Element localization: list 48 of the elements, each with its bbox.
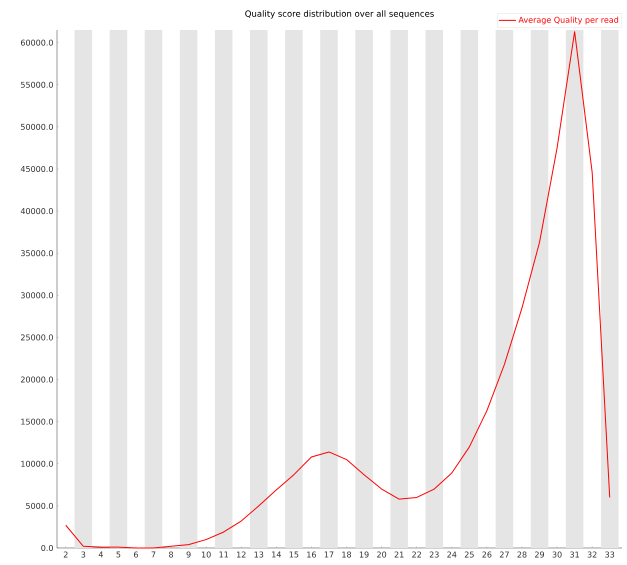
legend-label: Average Quality per read xyxy=(518,16,618,24)
x-tick-label: 6 xyxy=(134,552,138,558)
x-tick-label: 26 xyxy=(482,552,492,558)
x-tick-label: 19 xyxy=(360,552,369,558)
x-tick-label: 12 xyxy=(237,552,246,558)
y-tick-label: 10000.0 xyxy=(21,460,53,467)
y-tick-label: 15000.0 xyxy=(21,418,53,425)
y-tick-label: 0.0 xyxy=(41,544,53,552)
y-tick-label: 20000.0 xyxy=(20,376,53,383)
x-tick-label: 5 xyxy=(116,552,120,558)
x-tick-label: 24 xyxy=(447,552,456,558)
y-tick-label: 50000.0 xyxy=(21,124,53,130)
x-tick-label: 11 xyxy=(219,552,228,558)
x-tick-label: 32 xyxy=(588,552,596,558)
y-tick-label: 30000.0 xyxy=(21,292,53,298)
x-tick-label: 9 xyxy=(186,552,191,558)
x-tick-label: 10 xyxy=(202,552,211,558)
x-tick-label: 2 xyxy=(64,552,68,558)
x-tick-label: 22 xyxy=(412,552,421,558)
x-tick-label: 7 xyxy=(152,552,156,558)
x-tick-label: 20 xyxy=(377,552,386,558)
x-tick-label: 17 xyxy=(324,552,334,558)
y-tick-label: 5000.0 xyxy=(26,502,53,509)
y-tick-label: 60000.0 xyxy=(20,40,53,46)
x-tick-label: 30 xyxy=(552,552,562,558)
x-tick-label: 28 xyxy=(517,552,527,558)
x-tick-label: 8 xyxy=(169,552,174,558)
x-tick-label: 23 xyxy=(430,552,439,558)
chart-title: Quality score distribution over all sequences xyxy=(245,10,434,18)
x-tick-label: 25 xyxy=(464,552,474,558)
x-tick-label: 16 xyxy=(307,552,316,558)
x-tick-label: 13 xyxy=(254,552,264,558)
x-tick-label: 3 xyxy=(81,552,86,558)
x-tick-label: 27 xyxy=(500,552,509,558)
y-tick-label: 35000.0 xyxy=(21,250,53,256)
x-tick-label: 14 xyxy=(272,552,281,558)
x-tick-label: 33 xyxy=(605,552,614,558)
x-tick-label: 29 xyxy=(535,552,544,558)
y-tick-label: 45000.0 xyxy=(20,166,53,172)
x-tick-label: 31 xyxy=(570,552,579,558)
y-tick-label: 40000.0 xyxy=(20,208,53,214)
x-tick-label: 15 xyxy=(290,552,298,558)
line-series xyxy=(65,31,610,548)
y-tick-label: 25000.0 xyxy=(20,334,53,340)
y-tick-label: 55000.0 xyxy=(21,82,53,88)
x-tick-label: 18 xyxy=(342,552,352,558)
x-tick-label: 4 xyxy=(98,552,103,558)
x-tick-label: 21 xyxy=(394,552,404,558)
